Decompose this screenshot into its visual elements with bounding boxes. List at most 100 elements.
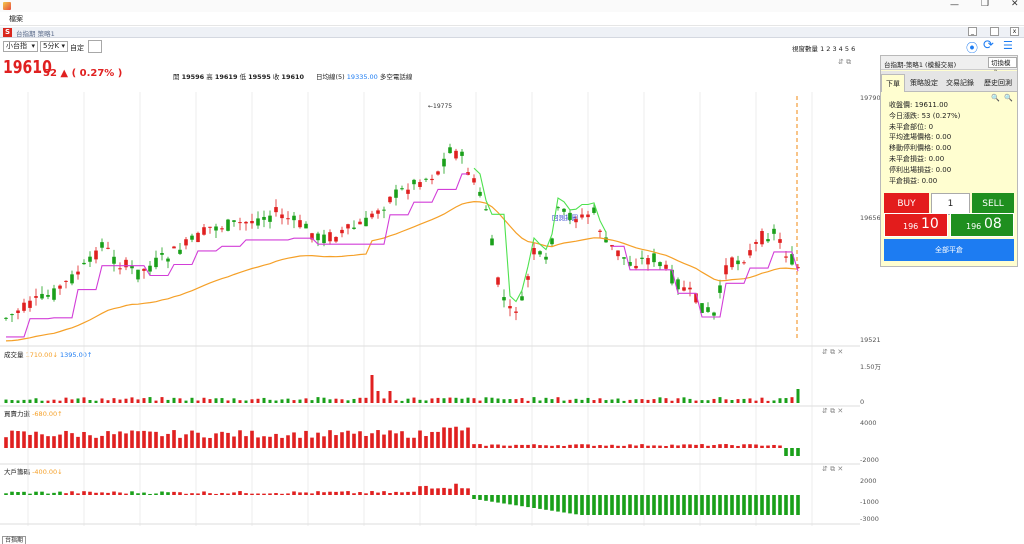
candle-body	[682, 287, 686, 291]
candle-body	[112, 256, 116, 264]
user-list-icon[interactable]: ☰	[1003, 39, 1013, 52]
force-bar	[592, 445, 596, 448]
candle-body	[646, 258, 650, 265]
force-bar	[226, 432, 230, 448]
volume-bar	[448, 397, 452, 403]
bigplayer-bar	[400, 492, 404, 495]
menu-item-file[interactable]: 檔案	[9, 15, 23, 23]
force-bar	[406, 437, 410, 448]
candle-body	[148, 265, 152, 272]
bigplayer-bar	[10, 491, 14, 495]
sell-price-box[interactable]: 196 08	[950, 213, 1014, 237]
volume-bar	[406, 398, 410, 403]
volume-bar	[442, 398, 446, 403]
candle-body	[706, 307, 710, 312]
quantity-input[interactable]: 1	[931, 193, 970, 215]
candle-body	[520, 296, 524, 301]
mode-switch-button[interactable]: 切換模式	[988, 57, 1017, 77]
inner-maximize-icon[interactable]	[990, 27, 999, 36]
candle-body	[286, 218, 290, 220]
candle-body	[226, 219, 230, 231]
close-icon[interactable]: ✕	[1011, 0, 1019, 9]
bigplayer-bar	[586, 495, 590, 515]
volume-bar	[460, 398, 464, 403]
volume-bar	[280, 399, 284, 403]
tab-strategy-settings[interactable]: 策略設定	[910, 79, 938, 87]
close-all-button[interactable]: 全部平倉	[884, 239, 1014, 261]
bigplayer-bar	[28, 493, 32, 495]
force-bar	[430, 431, 434, 448]
custom-input[interactable]	[88, 40, 102, 53]
bigplayer-bar	[514, 495, 518, 506]
main-panel-settings-icon[interactable]: ⇵ ⧉	[838, 58, 852, 66]
candle-body	[52, 288, 56, 300]
buy-price-box[interactable]: 196 10	[884, 213, 948, 237]
bigplayer-bar	[670, 495, 674, 515]
candle-body	[700, 303, 704, 313]
force-panel-controls-icon[interactable]: ⇵ ⧉ ✕	[822, 407, 844, 415]
candle-body	[688, 287, 692, 290]
bigplayer-bar	[448, 488, 452, 495]
bigplayer-bar	[580, 495, 584, 515]
volume-bar	[388, 391, 392, 403]
bigplayer-bar	[610, 495, 614, 515]
ma-value: 19335.00	[346, 73, 378, 81]
inner-close-icon[interactable]: x	[1010, 27, 1019, 36]
candle-body	[544, 256, 548, 260]
volume-bar	[700, 400, 704, 403]
symbol-select[interactable]: 小台指 ▾	[3, 41, 38, 52]
volume-bar	[592, 400, 596, 403]
minimize-icon[interactable]: —	[950, 0, 959, 10]
volume-bar	[190, 397, 194, 403]
inner-app-icon: S	[3, 28, 12, 37]
period-select[interactable]: 5分K ▾	[40, 41, 68, 52]
volume-bar	[562, 400, 566, 403]
tab-backtest[interactable]: 歷史回測	[984, 79, 1012, 87]
force-bar	[304, 430, 308, 448]
volume-panel-controls-icon[interactable]: ⇵ ⧉ ✕	[822, 348, 844, 356]
force-bar	[46, 436, 50, 448]
volume-bar	[298, 399, 302, 403]
candle-body	[778, 239, 782, 243]
volume-bar	[316, 397, 320, 403]
bigplayer-axis-bottom: -3000	[860, 515, 879, 523]
tab-order[interactable]: 下單	[881, 74, 905, 92]
bigplayer-bar	[460, 488, 464, 495]
bigplayer-panel-controls-icon[interactable]: ⇵ ⧉ ✕	[822, 465, 844, 473]
volume-bar	[610, 399, 614, 403]
force-bar	[436, 431, 440, 448]
volume-bar	[742, 398, 746, 403]
candle-body	[748, 250, 752, 256]
volume-bar	[670, 400, 674, 403]
footer-tab[interactable]: 台指期	[2, 536, 27, 544]
buy-button[interactable]: BUY	[884, 193, 929, 215]
trailing-stop-green-line	[473, 167, 607, 303]
signal-icon[interactable]: ⦿	[966, 41, 979, 55]
force-bar	[256, 437, 260, 448]
bigplayer-bar	[274, 493, 278, 495]
volume-bar	[550, 399, 554, 403]
open-value: 19596	[181, 73, 205, 81]
price-chart[interactable]	[0, 88, 860, 532]
sell-button[interactable]: SELL	[972, 193, 1014, 215]
volume-bar	[82, 397, 86, 403]
inner-minimize-icon[interactable]: _	[968, 27, 977, 36]
tab-trade-log[interactable]: 交易記錄	[946, 79, 974, 87]
force-bar	[502, 445, 506, 448]
refresh-icon[interactable]: ⟳	[983, 38, 994, 53]
bigplayer-bar	[496, 495, 500, 503]
zoom-in-icon[interactable]: 🔍	[991, 94, 1000, 102]
force-bar	[718, 444, 722, 448]
maximize-icon[interactable]: ❐	[981, 0, 990, 9]
force-bar	[184, 434, 188, 448]
volume-bar	[514, 399, 518, 403]
zoom-out-icon[interactable]: 🔍	[1004, 94, 1013, 102]
menu-bar: 檔案	[0, 12, 1024, 26]
volume-bar	[604, 400, 608, 403]
volume-bar	[730, 400, 734, 403]
volume-bar	[796, 389, 800, 403]
info-today-change: 今日漲跌: 53 (0.27%)	[889, 111, 961, 120]
force-axis-bottom: -2000	[860, 456, 879, 464]
volume-bar	[622, 400, 626, 403]
screen-count-label[interactable]: 視窗數量 1 2 3 4 5 6	[792, 45, 856, 53]
